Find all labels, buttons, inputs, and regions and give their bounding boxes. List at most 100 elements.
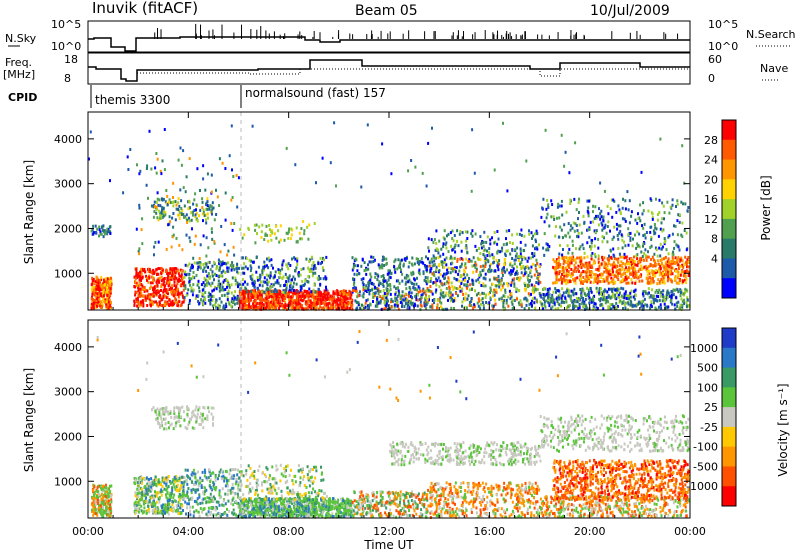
data-cell — [150, 204, 153, 208]
data-cell — [512, 267, 515, 271]
data-cell — [643, 252, 646, 256]
data-cell — [468, 304, 471, 307]
data-cell — [559, 265, 562, 269]
data-cell — [215, 305, 217, 309]
data-cell — [292, 275, 295, 279]
data-cell — [565, 256, 568, 260]
data-cell — [637, 269, 640, 273]
data-cell — [172, 294, 175, 298]
data-cell — [379, 301, 382, 305]
data-cell — [453, 307, 455, 310]
data-cell — [451, 293, 454, 297]
data-cell — [665, 273, 668, 277]
data-cell — [135, 227, 138, 231]
data-cell — [228, 285, 231, 289]
data-cell — [183, 272, 186, 276]
data-cell — [536, 276, 539, 280]
data-cell — [325, 255, 328, 259]
data-cell — [211, 207, 214, 211]
data-cell — [283, 238, 286, 242]
data-cell — [418, 297, 421, 301]
data-cell — [504, 254, 507, 258]
data-cell — [141, 267, 144, 271]
data-cell — [515, 252, 518, 256]
data-cell — [682, 292, 685, 296]
data-cell — [213, 240, 216, 244]
data-cell — [601, 292, 604, 296]
data-cell — [332, 305, 334, 309]
data-cell — [510, 295, 513, 299]
data-cell — [168, 222, 171, 226]
data-cell — [413, 304, 415, 308]
data-cell — [483, 230, 486, 234]
data-cell — [556, 266, 559, 270]
data-cell — [630, 289, 633, 293]
data-cell — [182, 296, 185, 300]
data-cell — [478, 247, 480, 250]
data-cell — [450, 295, 453, 299]
data-cell — [157, 304, 160, 308]
data-cell — [616, 291, 619, 295]
data-cell — [169, 277, 172, 281]
data-cell — [289, 303, 292, 307]
data-cell — [481, 291, 484, 295]
data-cell — [572, 221, 575, 225]
data-cell — [627, 276, 630, 280]
data-cell — [492, 261, 495, 265]
data-cell — [503, 258, 506, 261]
data-cell — [542, 197, 545, 201]
data-cell — [480, 273, 482, 277]
data-cell — [211, 289, 214, 293]
data-cell — [630, 214, 633, 218]
data-cell — [572, 302, 575, 306]
data-cell — [218, 268, 221, 272]
data-cell — [657, 295, 660, 298]
data-cell — [415, 298, 418, 302]
data-cell — [261, 298, 264, 302]
data-cell — [287, 298, 290, 302]
data-cell — [620, 294, 623, 298]
data-cell — [615, 301, 618, 305]
data-cell — [492, 294, 494, 298]
data-cell — [274, 287, 277, 291]
data-cell — [258, 293, 261, 297]
data-cell — [592, 261, 595, 265]
data-cell — [291, 257, 293, 261]
data-cell — [220, 288, 223, 292]
data-cell — [373, 258, 376, 262]
data-cell — [662, 276, 665, 280]
data-cell — [98, 284, 101, 288]
data-cell — [197, 300, 200, 303]
data-cell — [188, 301, 191, 305]
data-cell — [650, 198, 653, 202]
data-cell — [555, 278, 558, 282]
data-cell — [450, 306, 453, 310]
data-cell — [279, 292, 281, 296]
data-cell — [288, 288, 291, 292]
data-cell — [305, 300, 308, 304]
data-cell — [279, 275, 282, 279]
data-cell — [310, 292, 312, 296]
data-cell — [312, 271, 315, 275]
data-cell — [106, 284, 109, 288]
data-cell — [506, 242, 508, 246]
data-cell — [551, 296, 554, 300]
data-cell — [100, 284, 103, 288]
data-cell — [199, 243, 202, 247]
data-cell — [168, 298, 171, 302]
data-cell — [162, 277, 165, 281]
data-cell — [153, 285, 156, 289]
data-cell — [312, 293, 315, 296]
data-cell — [491, 253, 494, 257]
data-cell — [148, 268, 151, 272]
data-cell — [437, 248, 440, 252]
data-cell — [158, 267, 161, 271]
data-cell — [444, 276, 446, 280]
data-cell — [496, 261, 499, 265]
data-cell — [493, 277, 496, 281]
data-cell — [530, 275, 533, 279]
data-cell — [206, 204, 209, 208]
data-cell — [169, 271, 171, 275]
data-cell — [670, 290, 673, 293]
data-cell — [455, 278, 458, 282]
